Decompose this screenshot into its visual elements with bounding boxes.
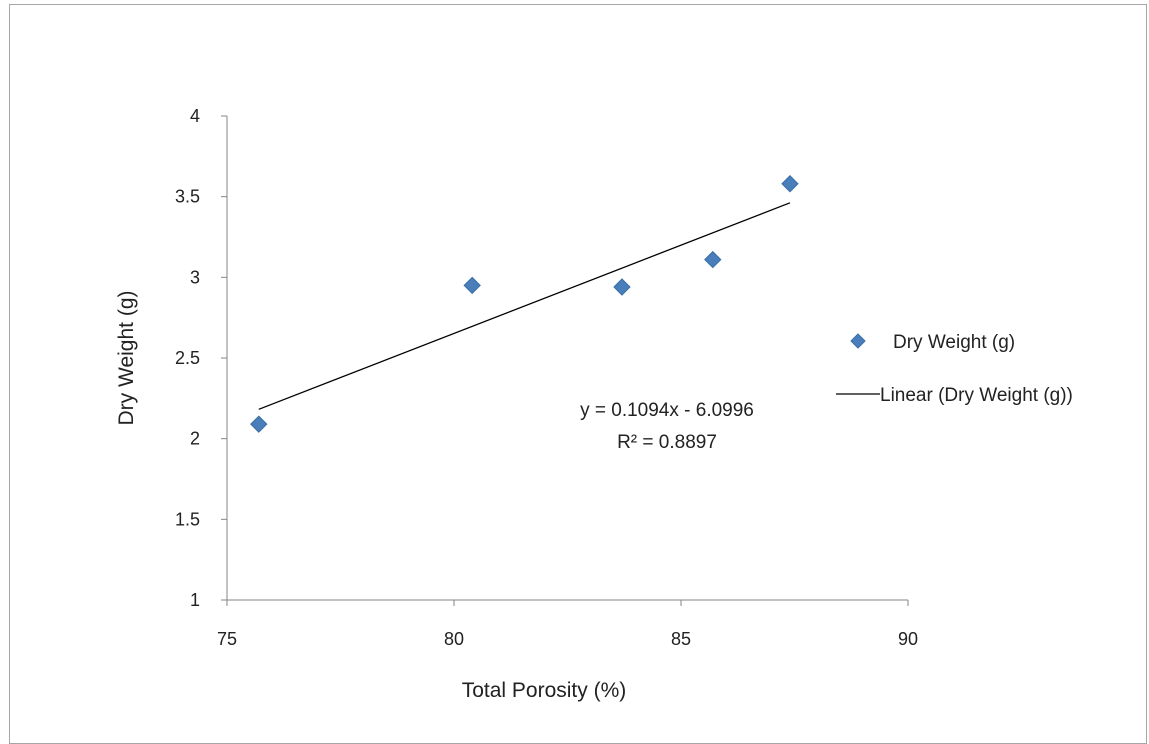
data-point-diamond [704, 250, 722, 269]
x-tick-label: 85 [671, 629, 691, 649]
y-tick-label: 1 [190, 590, 200, 610]
trendline-r-squared: R² = 0.8897 [617, 432, 717, 453]
scatter-chart: 1 1.5 2 2.5 3 3.5 4 75 80 85 90 Total Porosity (%)… [115, 106, 1073, 702]
data-point-diamond [781, 175, 799, 193]
y-tick-label: 2 [190, 429, 200, 449]
x-tick-label: 80 [444, 629, 464, 649]
legend-label-series: Dry Weight (g) [893, 332, 1015, 353]
axes: 1 1.5 2 2.5 3 3.5 4 75 80 85 90 [175, 106, 918, 649]
y-axis-title: Dry Weight (g) [115, 291, 138, 426]
legend-label-trendline: Linear (Dry Weight (g)) [880, 385, 1073, 406]
legend-marker-diamond [850, 333, 866, 349]
y-tick-label: 3.5 [175, 187, 200, 207]
data-point-diamond [613, 278, 631, 296]
data-points [250, 175, 799, 433]
x-axis-title: Total Porosity (%) [462, 679, 627, 702]
trendline [258, 202, 791, 410]
x-tick-label: 90 [898, 629, 918, 649]
legend: Dry Weight (g) Linear (Dry Weight (g)) [836, 332, 1073, 406]
x-tick-label: 75 [217, 629, 237, 649]
y-tick-label: 2.5 [175, 348, 200, 368]
data-point-diamond [250, 415, 268, 433]
y-tick-label: 3 [190, 267, 200, 287]
trendline-equation: y = 0.1094x - 6.0996 [580, 400, 754, 421]
trendline-group [258, 202, 791, 410]
y-tick-label: 1.5 [175, 509, 200, 529]
y-tick-label: 4 [190, 106, 200, 126]
data-point-diamond [463, 276, 481, 295]
